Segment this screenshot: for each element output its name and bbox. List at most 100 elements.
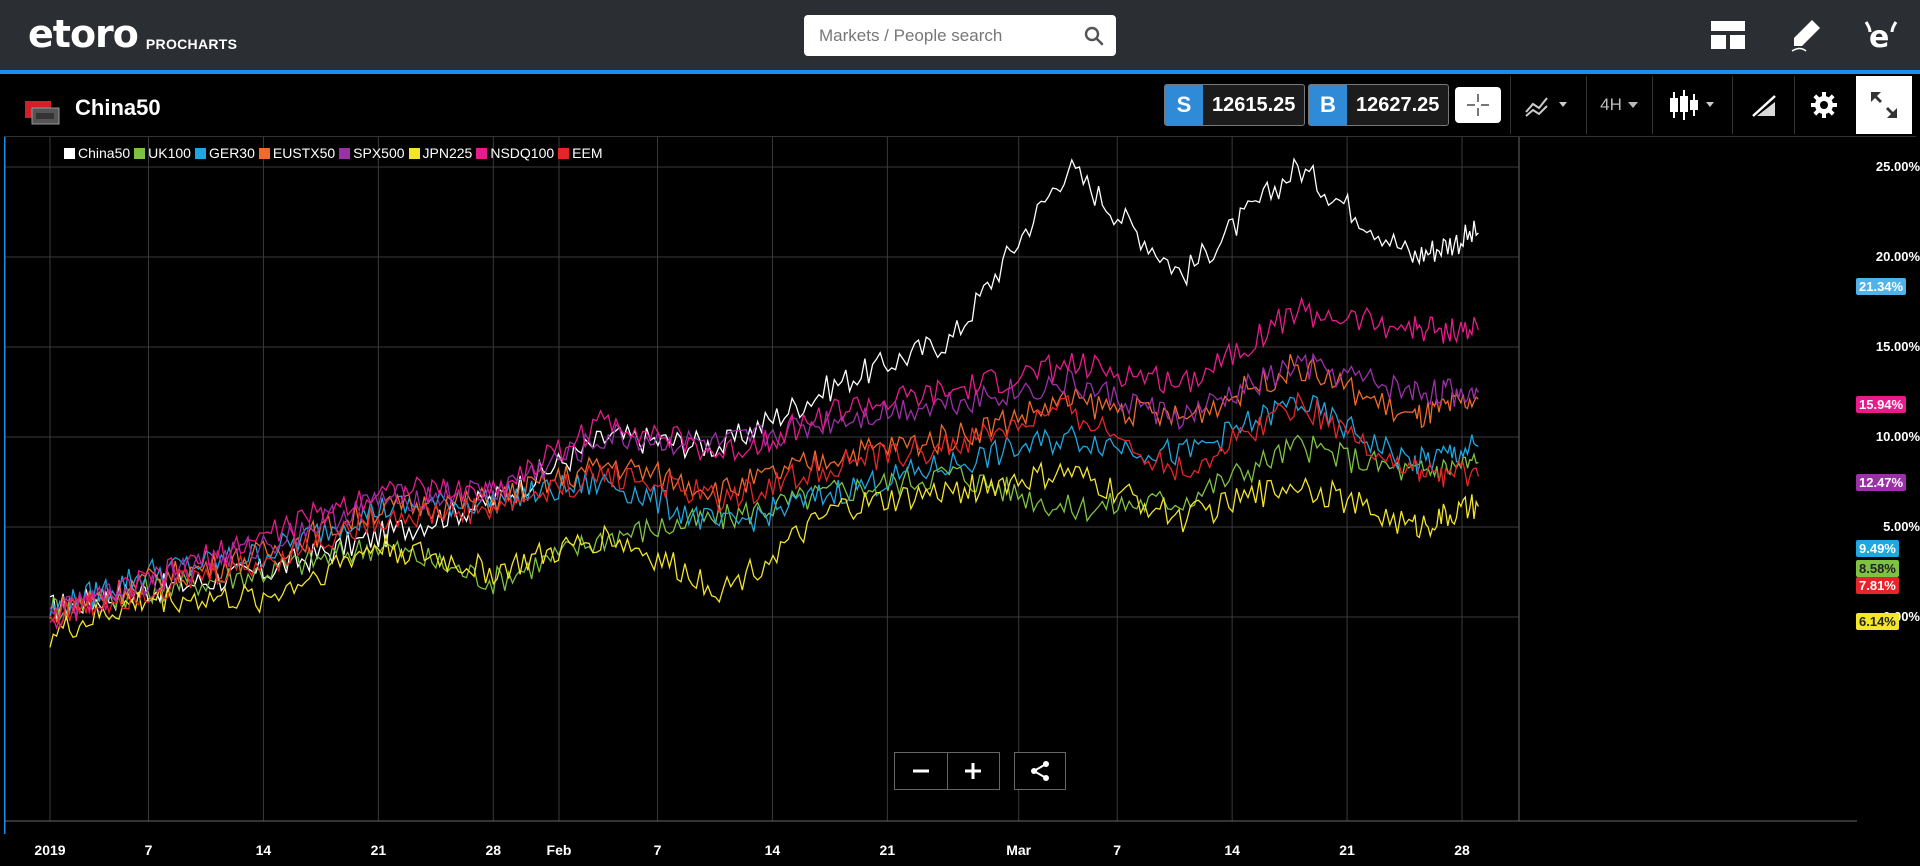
chart-legend: China50 UK100 GER30 EUSTX50 SPX500 JPN225 NSDQ… [64,145,602,161]
legend-item-nsdq100[interactable]: NSDQ100 [476,145,554,161]
sell-price: 12615.25 [1212,93,1296,116]
x-tick-label: Feb [546,842,572,858]
series-line-china50 [49,157,1479,620]
settings-button[interactable] [1800,80,1848,130]
x-tick-label: 21 [879,842,896,858]
timeframe-value: 4H [1600,95,1622,114]
legend-swatch [258,147,270,159]
x-tick-label: 7 [144,842,153,858]
x-tick-label: 14 [1224,842,1240,858]
last-value-tag-eem: 7.81% [1856,577,1899,594]
legend-swatch [558,147,570,159]
chevron-down-icon [1627,102,1638,108]
fullscreen-button[interactable] [1856,76,1912,134]
layout-icon[interactable] [1709,16,1747,54]
pencil-icon[interactable] [1788,16,1826,54]
toolbar-separator [1510,76,1511,134]
search-input[interactable] [804,15,1074,56]
y-tick-label: 15.00% [1875,339,1920,354]
last-value-tag-uk100: 8.58% [1856,560,1899,577]
x-tick-label: 21 [1339,842,1355,858]
comparison-line-chart[interactable] [4,137,1857,834]
instrument-name: China50 [75,95,161,120]
zoom-out-button[interactable] [895,753,948,789]
x-tick-label: 2019 [34,842,66,858]
timeframe-selector[interactable]: 4H [1592,80,1648,130]
gear-icon [1811,92,1837,118]
zoom-in-button[interactable] [948,753,1000,789]
legend-item-jpn225[interactable]: JPN225 [408,145,473,161]
legend-label: GER30 [208,145,255,161]
share-control [1014,752,1066,790]
x-tick-label: 21 [370,842,387,858]
legend-swatch [476,147,488,159]
chart-type-button[interactable] [1660,80,1724,130]
zoom-controls [894,752,1000,790]
series-line-spx500 [49,352,1479,629]
toolbar-separator [1794,76,1795,134]
y-tick-label: 20.00% [1875,249,1920,264]
legend-label: China50 [78,145,131,161]
y-tick-label: 25.00% [1875,159,1920,174]
legend-item-ger30[interactable]: GER30 [194,145,255,161]
legend-swatch [408,147,420,159]
drawing-tools-button[interactable] [1740,80,1788,130]
toolbar-separator [1652,76,1653,134]
x-tick-label: 28 [1454,842,1470,858]
last-value-tag-ger30: 9.49% [1856,540,1899,557]
compare-button[interactable] [1518,80,1578,130]
logo-wordmark: etoro [28,12,139,56]
plus-icon [965,763,982,779]
legend-label: SPX500 [353,145,405,161]
y-tick-label: 5.00% [1883,519,1920,534]
minus-icon [912,769,929,773]
crosshair-button[interactable] [1455,87,1501,123]
buy-price-button[interactable]: B 12627.25 [1308,84,1450,126]
etoro-logo[interactable]: etoro PROCHARTS [28,14,237,54]
x-tick-label: Mar [1006,842,1032,858]
x-tick-label: 28 [485,842,502,858]
legend-label: JPN225 [422,145,473,161]
logo-subtitle: PROCHARTS [145,36,238,52]
header-accent-line [0,70,1920,74]
legend-label: EEM [572,145,603,161]
x-tick-label: 7 [1113,842,1122,858]
x-tick-label: 7 [653,842,662,858]
share-icon [1031,761,1049,781]
last-value-tag-jpn225: 6.14% [1856,613,1899,630]
svg-text:e: e [1869,20,1889,54]
series-line-eem [49,391,1480,630]
toolbar-separator [1586,76,1587,134]
legend-item-spx500[interactable]: SPX500 [339,145,405,161]
series-line-jpn225 [49,460,1479,648]
share-button[interactable] [1015,753,1065,789]
legend-item-uk100[interactable]: UK100 [134,145,191,161]
legend-label: EUSTX50 [272,145,336,161]
top-navigation-bar: etoro PROCHARTS e [0,0,1920,70]
chart-toolbar [4,74,1916,137]
expand-icon [1871,92,1897,118]
legend-label: NSDQ100 [490,145,555,161]
legend-swatch [134,147,146,159]
sell-label: S [1165,85,1203,125]
x-tick-label: 14 [255,842,272,858]
y-tick-label: 10.00% [1875,429,1920,444]
etoro-e-icon[interactable]: e [1862,16,1900,54]
candlestick-icon [1670,90,1714,120]
series-line-eustx50 [49,353,1479,623]
legend-item-eem[interactable]: EEM [558,145,602,161]
sell-price-button[interactable]: S 12615.25 [1164,84,1306,126]
drawing-tool-icon [1752,95,1776,117]
last-value-tag-spx500: 12.47% [1856,474,1907,491]
crosshair-icon [1467,94,1489,116]
legend-swatch [194,147,206,159]
buy-price: 12627.25 [1356,93,1440,116]
legend-item-eustx50[interactable]: EUSTX50 [258,145,336,161]
buy-label: B [1309,85,1347,125]
search-icon[interactable] [1084,26,1104,46]
chart-frame [0,74,1920,866]
x-tick-label: 14 [764,842,781,858]
legend-item-china50[interactable]: China50 [64,145,130,161]
last-value-tag-china50: 21.34% [1856,278,1907,295]
legend-swatch [64,147,75,159]
